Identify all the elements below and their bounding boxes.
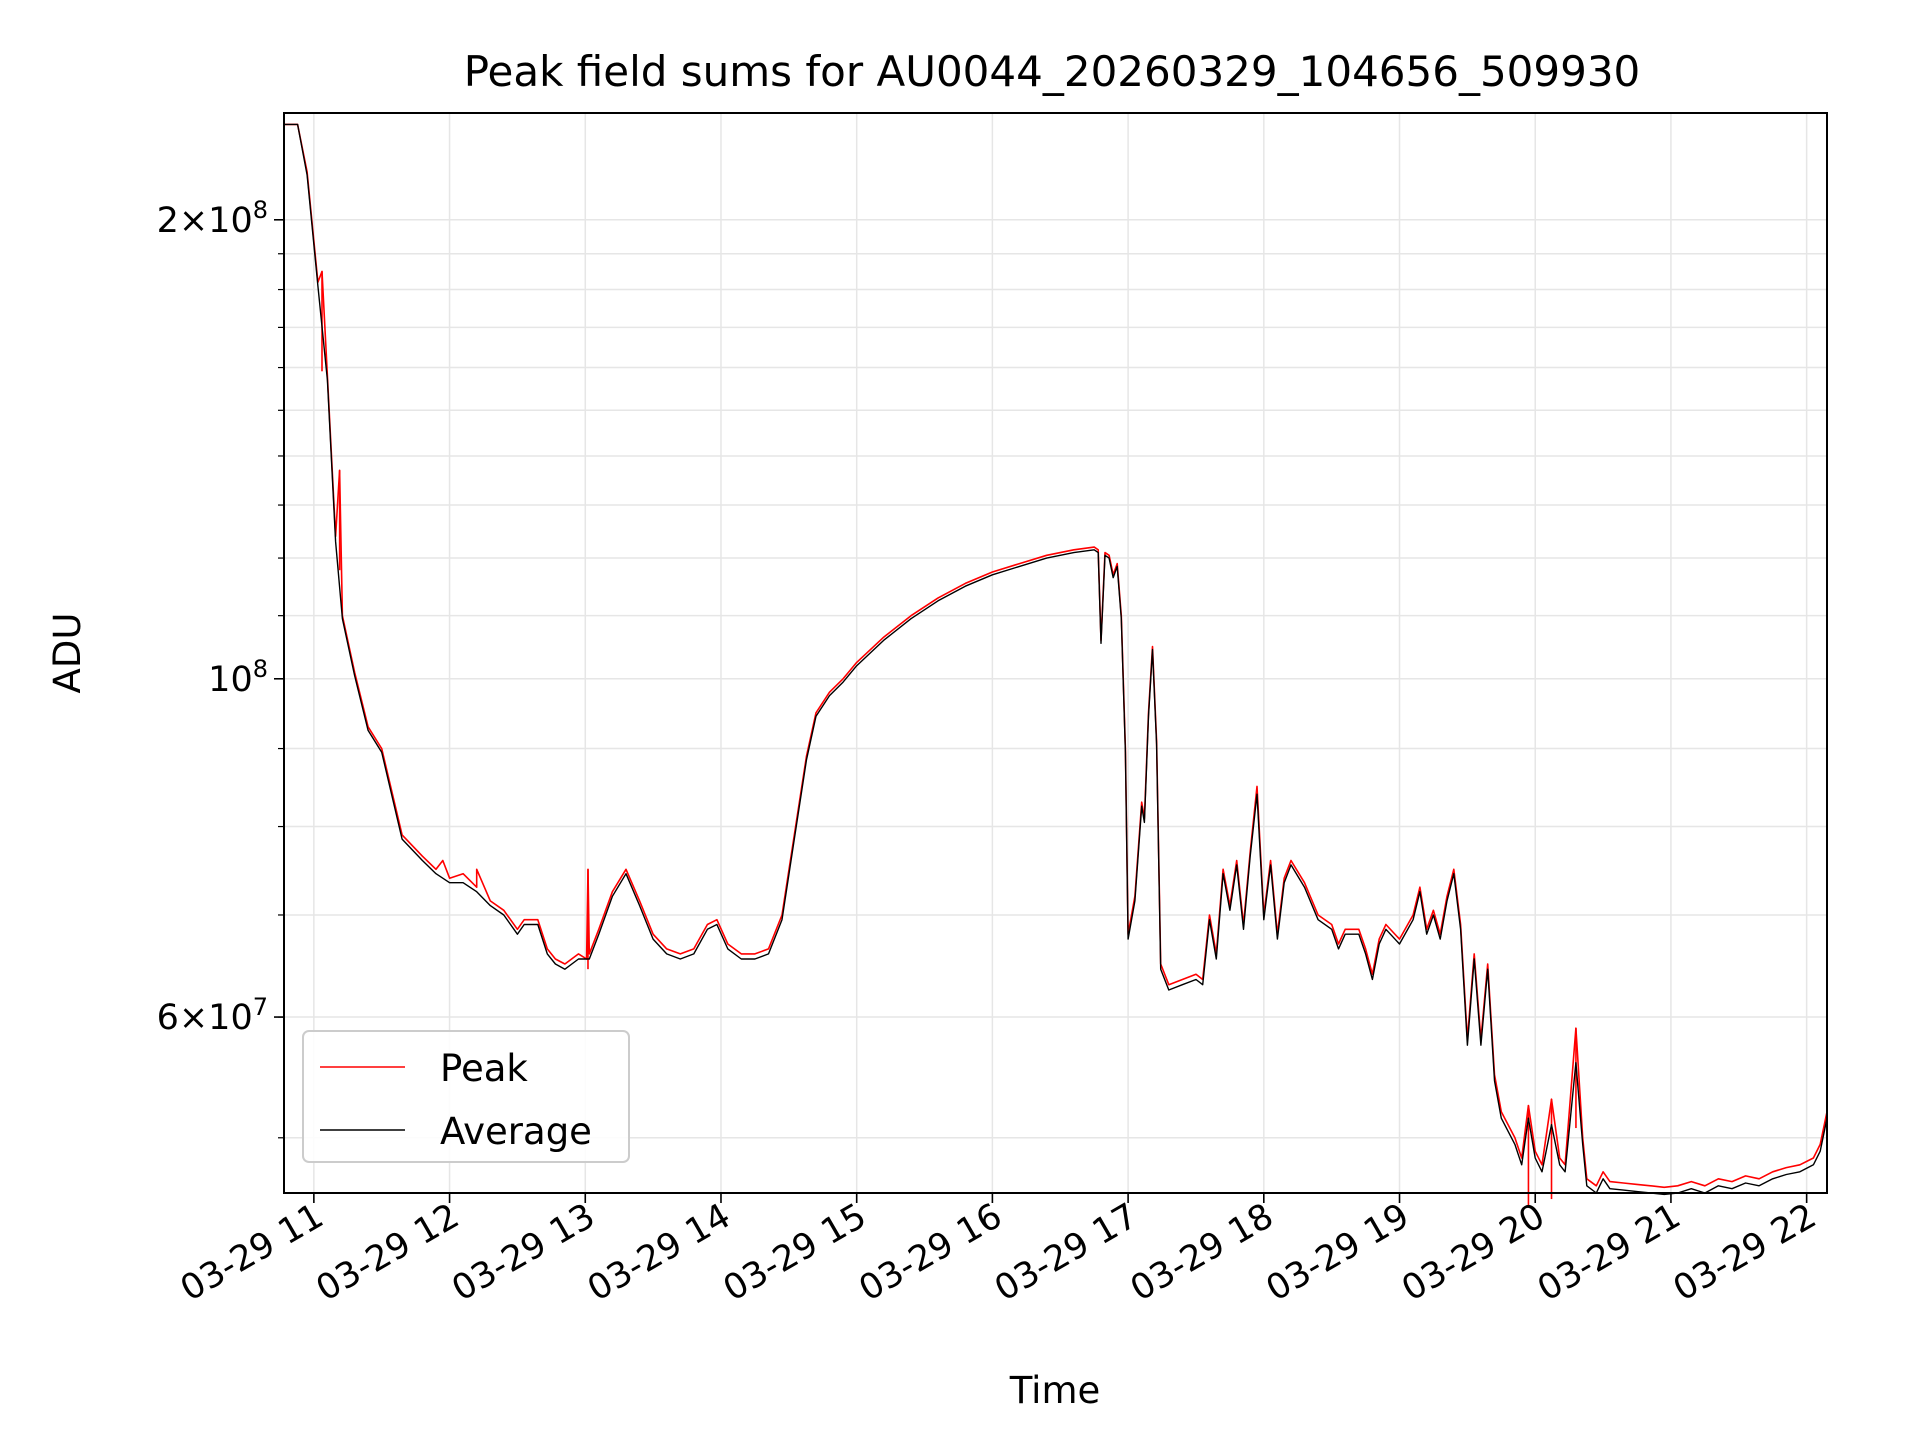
- x-axis-label: Time: [1009, 1369, 1101, 1412]
- y-tick-label: 6×107: [157, 993, 268, 1038]
- legend-label-peak: Peak: [440, 1047, 528, 1090]
- series-line-average: [284, 123, 1828, 1196]
- chart-title: Peak field sums for AU0044_20260329_1046…: [464, 47, 1641, 96]
- y-tick-label: 108: [208, 655, 268, 700]
- legend: Peak Average: [302, 1030, 630, 1163]
- grid-lines: [284, 113, 1827, 1193]
- y-tick-label: 2×108: [157, 196, 268, 241]
- y-axis-label: ADU: [46, 613, 89, 694]
- y-axis-ticks: 2×108 108 6×107: [157, 196, 284, 1139]
- plot-frame: [283, 112, 1828, 1194]
- plot-series: [284, 123, 1828, 1206]
- legend-label-average: Average: [440, 1110, 592, 1153]
